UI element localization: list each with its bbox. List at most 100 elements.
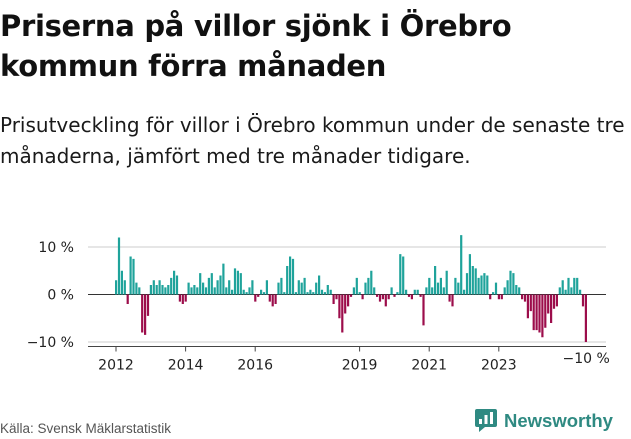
bar	[318, 275, 321, 295]
y-axis-tick-labels: 10 % 0 % −10 %	[27, 240, 74, 351]
bar	[260, 289, 263, 295]
bar	[405, 289, 408, 295]
bar	[486, 275, 489, 295]
bar	[332, 294, 335, 304]
bar	[390, 287, 393, 295]
bar	[434, 266, 437, 295]
bar	[358, 292, 361, 295]
bar	[387, 294, 390, 300]
bar	[428, 277, 431, 295]
bar	[552, 294, 556, 309]
bar	[349, 294, 353, 297]
bar	[492, 292, 495, 295]
bar	[190, 287, 193, 295]
bar	[199, 273, 202, 295]
bar	[558, 287, 561, 295]
bar	[541, 294, 544, 338]
bar	[303, 277, 306, 295]
bar	[457, 282, 460, 295]
x-tick-label: 2023	[481, 358, 517, 374]
bar	[233, 268, 237, 295]
bar	[355, 277, 358, 295]
bar	[283, 292, 286, 295]
bar	[344, 294, 347, 314]
bar	[294, 292, 297, 295]
bar	[338, 294, 341, 319]
bar	[402, 256, 405, 295]
x-tick-label: 2016	[237, 358, 273, 374]
bar	[460, 235, 463, 295]
bar	[196, 287, 199, 295]
bar	[228, 280, 231, 295]
bar	[419, 294, 422, 297]
bar	[370, 270, 373, 295]
bar	[526, 294, 529, 319]
bar	[570, 287, 573, 295]
bar	[123, 280, 126, 295]
bar	[207, 277, 210, 295]
bar	[231, 289, 234, 295]
bar	[361, 294, 364, 300]
bar	[280, 277, 283, 295]
bar	[567, 277, 570, 295]
bar	[320, 289, 324, 295]
bar	[489, 294, 492, 300]
chart-subtitle: Prisutveckling för villor i Örebro kommu…	[0, 113, 625, 168]
bar	[306, 292, 309, 295]
bar	[117, 237, 121, 295]
bar	[547, 294, 550, 314]
bar	[178, 294, 181, 302]
bar	[115, 280, 118, 295]
bar	[262, 292, 266, 295]
bar	[503, 287, 506, 295]
bar	[373, 287, 376, 295]
bar	[312, 292, 315, 295]
bar	[251, 280, 254, 295]
x-axis-tick-labels: 2012 2014 2016 2019 2021 2023	[98, 346, 517, 374]
bar	[265, 280, 268, 295]
bar	[439, 277, 442, 295]
bar	[219, 275, 222, 295]
bar	[381, 294, 384, 300]
bar	[500, 294, 503, 300]
bar	[170, 277, 173, 295]
bar	[152, 280, 155, 295]
bar	[512, 273, 515, 295]
bar	[245, 292, 248, 295]
bar	[167, 285, 170, 295]
bar	[521, 294, 524, 300]
bar	[465, 273, 469, 295]
bar	[555, 294, 558, 307]
bar	[483, 273, 486, 295]
x-tick-label: 2021	[411, 358, 447, 374]
bar	[222, 263, 225, 295]
bar	[248, 287, 251, 295]
chart-annotations: −10 %	[562, 351, 609, 367]
bar	[538, 294, 541, 333]
bar	[523, 294, 527, 302]
chart-title: Priserna på villor sjönk i Örebro kommun…	[0, 9, 512, 83]
bar	[184, 294, 187, 302]
brand-name: Newsworthy	[504, 409, 613, 431]
bar	[129, 256, 132, 295]
bar	[213, 287, 216, 295]
bar	[326, 285, 329, 295]
bar	[286, 266, 289, 295]
bar	[300, 282, 303, 295]
bar	[323, 292, 326, 295]
bar	[202, 282, 205, 295]
bar	[422, 294, 425, 326]
bar	[210, 273, 213, 295]
bar	[396, 292, 399, 295]
bar	[561, 280, 564, 295]
bar	[431, 287, 434, 295]
bar	[497, 294, 500, 300]
bar	[376, 294, 379, 297]
bar	[225, 287, 228, 295]
bar	[141, 294, 144, 333]
bar	[158, 280, 161, 295]
y-tick-label: 0 %	[47, 288, 74, 304]
bar	[271, 294, 274, 307]
newsworthy-logo-icon	[475, 409, 497, 432]
bar	[468, 254, 471, 295]
